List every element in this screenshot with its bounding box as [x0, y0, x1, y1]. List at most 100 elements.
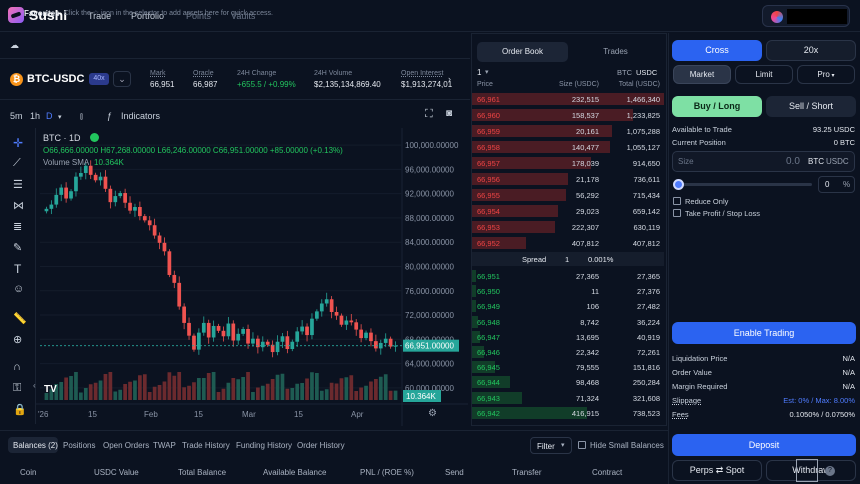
lock-icon[interactable]: 🔒: [13, 404, 27, 416]
order-type-pro[interactable]: Pro ▾: [797, 65, 855, 84]
tab-trades[interactable]: Trades: [603, 47, 628, 56]
tab-balances[interactable]: Balances (2): [13, 441, 58, 450]
percent-input[interactable]: [818, 176, 855, 193]
tab-funding-history[interactable]: Funding History: [236, 441, 293, 450]
ask-row[interactable]: 66,955 56,292 715,434: [472, 189, 664, 201]
timeframe-d[interactable]: D: [46, 111, 53, 121]
indicators-icon[interactable]: ƒ: [107, 111, 113, 121]
bid-row[interactable]: 66,950 11 27,376: [472, 285, 664, 298]
sell-short-button[interactable]: Sell / Short: [766, 96, 856, 117]
col-coin[interactable]: Coin: [20, 468, 37, 477]
bid-row[interactable]: 66,945 79,555 151,816: [472, 361, 664, 374]
size-input[interactable]: [672, 151, 855, 172]
ruler-icon[interactable]: 📏: [13, 313, 27, 325]
pattern-icon[interactable]: ⋈: [13, 200, 24, 212]
col-total-balance[interactable]: Total Balance: [178, 468, 227, 477]
tab-trade-history[interactable]: Trade History: [182, 441, 230, 450]
tick-size-select[interactable]: 1: [477, 68, 482, 77]
tab-order-book[interactable]: Order Book: [477, 42, 568, 62]
size-unit-btc[interactable]: BTC: [808, 157, 824, 166]
nav-vaults[interactable]: Vaults: [231, 11, 256, 21]
help-icon[interactable]: ?: [825, 466, 835, 476]
ask-row[interactable]: 66,959 20,161 1,075,288: [472, 125, 664, 137]
indicators-button[interactable]: Indicators: [121, 111, 161, 121]
hide-small-checkbox[interactable]: [578, 441, 586, 449]
size-unit-usdc[interactable]: USDC: [826, 157, 849, 166]
col-pnl[interactable]: PNL / (ROE %): [360, 468, 414, 477]
camera-icon[interactable]: ◙: [446, 108, 453, 119]
horizontal-lines-icon[interactable]: ☰: [13, 179, 23, 191]
tick-size-dropdown-icon[interactable]: ▾: [485, 69, 489, 76]
bid-row[interactable]: 66,943 71,324 321,608: [472, 391, 664, 404]
bid-row[interactable]: 66,947 13,695 40,919: [472, 330, 664, 343]
volume-bar: [142, 374, 147, 400]
price-chart[interactable]: 100,000.00000 96,000.00000 92,000.00000 88,…: [36, 128, 468, 426]
ask-row[interactable]: 66,961 232,515 1,466,340: [472, 93, 664, 105]
bid-row[interactable]: 66,951 27,365 27,365: [472, 270, 664, 282]
ask-row[interactable]: 66,953 222,307 630,119: [472, 221, 664, 233]
nav-portfolio[interactable]: Portfolio: [131, 11, 165, 21]
col-available-balance[interactable]: Available Balance: [263, 468, 327, 477]
scroll-left-icon[interactable]: ‹: [33, 381, 36, 390]
unit-usdc[interactable]: USDC: [636, 68, 658, 77]
chart-settings-icon[interactable]: ⚙: [428, 408, 437, 419]
ask-row[interactable]: 66,958 140,477 1,055,127: [472, 141, 664, 153]
wallet-button[interactable]: [762, 5, 850, 27]
bid-row[interactable]: 66,948 8,742 36,224: [472, 315, 664, 328]
crosshair-icon[interactable]: ✛: [13, 136, 24, 150]
timeframe-1h[interactable]: 1h: [30, 111, 41, 121]
magnet-icon[interactable]: ∩: [13, 361, 21, 373]
enable-trading-button[interactable]: Enable Trading: [672, 322, 856, 344]
tab-order-history[interactable]: Order History: [297, 441, 345, 450]
zoom-in-icon[interactable]: ⊕: [13, 334, 23, 346]
nav-trade[interactable]: Trade: [88, 11, 112, 21]
ask-row[interactable]: 66,957 178,039 914,650: [472, 157, 664, 169]
nav-points[interactable]: Points: [186, 11, 212, 21]
candle-type-icon[interactable]: ⫾: [80, 111, 83, 121]
tpsl-checkbox[interactable]: [673, 209, 681, 217]
ask-row[interactable]: 66,956 21,178 736,611: [472, 173, 664, 185]
tradingview-logo[interactable]: TV: [44, 384, 57, 395]
deposit-button[interactable]: Deposit: [672, 434, 856, 456]
emoji-icon[interactable]: ☺: [13, 283, 25, 295]
col-usdc-value[interactable]: USDC Value: [94, 468, 139, 477]
trendline-icon[interactable]: ⟋: [13, 157, 21, 169]
chevron-right-icon[interactable]: ›: [448, 74, 451, 84]
brush-icon[interactable]: ✎: [13, 242, 23, 254]
text-tool-icon[interactable]: T: [14, 262, 22, 276]
brand-logo[interactable]: Sushi: [8, 7, 67, 23]
bid-row[interactable]: 66,946 22,342 72,261: [472, 346, 664, 358]
leverage-button[interactable]: 20x: [766, 40, 856, 61]
ask-row[interactable]: 66,954 29,023 659,142: [472, 205, 664, 217]
withdraw-button[interactable]: Withdraw: [766, 460, 856, 481]
bid-row[interactable]: 66,944 98,468 250,284: [472, 376, 664, 389]
buy-long-button[interactable]: Buy / Long: [672, 96, 762, 117]
tab-twap[interactable]: TWAP: [153, 441, 176, 450]
size-slider-track[interactable]: [676, 183, 812, 186]
pair-name[interactable]: BTC-USDC: [27, 73, 85, 85]
timeframe-5m[interactable]: 5m: [10, 111, 23, 121]
col-contract[interactable]: Contract: [592, 468, 623, 477]
order-type-limit[interactable]: Limit: [735, 65, 793, 84]
tab-open-orders[interactable]: Open Orders: [103, 441, 150, 450]
ask-row[interactable]: 66,960 158,537 1,233,825: [472, 109, 664, 121]
cross-margin-button[interactable]: Cross: [672, 40, 762, 61]
ask-row[interactable]: 66,952 407,812 407,812: [472, 237, 664, 249]
lock-drawing-icon[interactable]: ⚿: [13, 382, 22, 394]
filter-dropdown[interactable]: [530, 437, 572, 454]
col-send[interactable]: Send: [445, 468, 464, 477]
perps-spot-button[interactable]: Perps ⇄ Spot: [672, 460, 762, 481]
bid-row[interactable]: 66,949 106 27,482: [472, 300, 664, 313]
fib-icon[interactable]: ≣: [13, 221, 23, 233]
bid-row[interactable]: 66,942 416,915 738,523: [472, 406, 664, 419]
timeframe-dropdown-icon[interactable]: ▾: [58, 114, 62, 121]
unit-btc[interactable]: BTC: [617, 68, 632, 77]
chevron-down-icon[interactable]: ⌄: [113, 71, 131, 87]
tab-positions[interactable]: Positions: [63, 441, 96, 450]
order-type-market[interactable]: Market: [673, 65, 731, 84]
fullscreen-icon[interactable]: ⛶: [425, 108, 433, 120]
stat-oracle-value: 66,987: [193, 80, 218, 89]
reduce-only-checkbox[interactable]: [673, 197, 681, 205]
size-slider-handle[interactable]: [673, 179, 684, 190]
col-transfer[interactable]: Transfer: [512, 468, 542, 477]
